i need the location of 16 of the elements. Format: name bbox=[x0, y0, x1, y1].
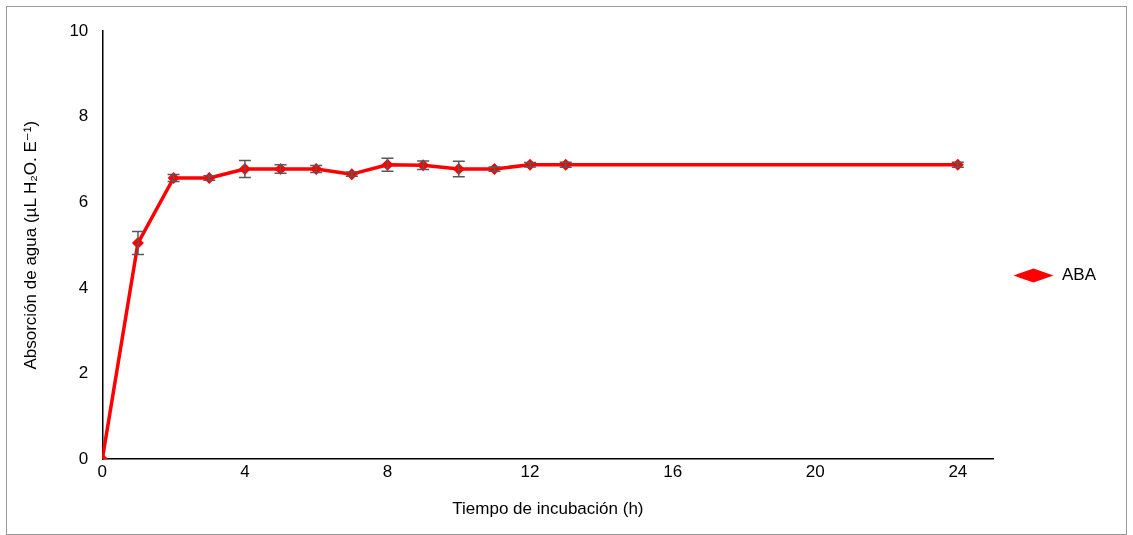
y-tick-label: 10 bbox=[69, 20, 89, 40]
x-tick-label: 12 bbox=[520, 462, 540, 482]
x-tick-label: 20 bbox=[805, 462, 825, 482]
x-tick-label: 4 bbox=[240, 462, 250, 482]
y-tick-label: 8 bbox=[78, 106, 89, 126]
x-tick-label: 24 bbox=[948, 462, 968, 482]
y-tick-label: 0 bbox=[78, 448, 89, 468]
y-axis-title: Absorción de agua (µL H₂O. E⁻¹) bbox=[20, 120, 40, 370]
legend-label: ABA bbox=[1061, 265, 1097, 285]
x-tick-label: 0 bbox=[97, 462, 108, 482]
y-tick-label: 6 bbox=[78, 192, 89, 212]
y-tick-label: 2 bbox=[78, 363, 89, 383]
y-tick-label: 4 bbox=[78, 277, 89, 297]
x-tick-label: 8 bbox=[382, 462, 393, 482]
x-tick-label: 16 bbox=[663, 462, 683, 482]
x-axis-title: Tiempo de incubación (h) bbox=[452, 499, 644, 519]
